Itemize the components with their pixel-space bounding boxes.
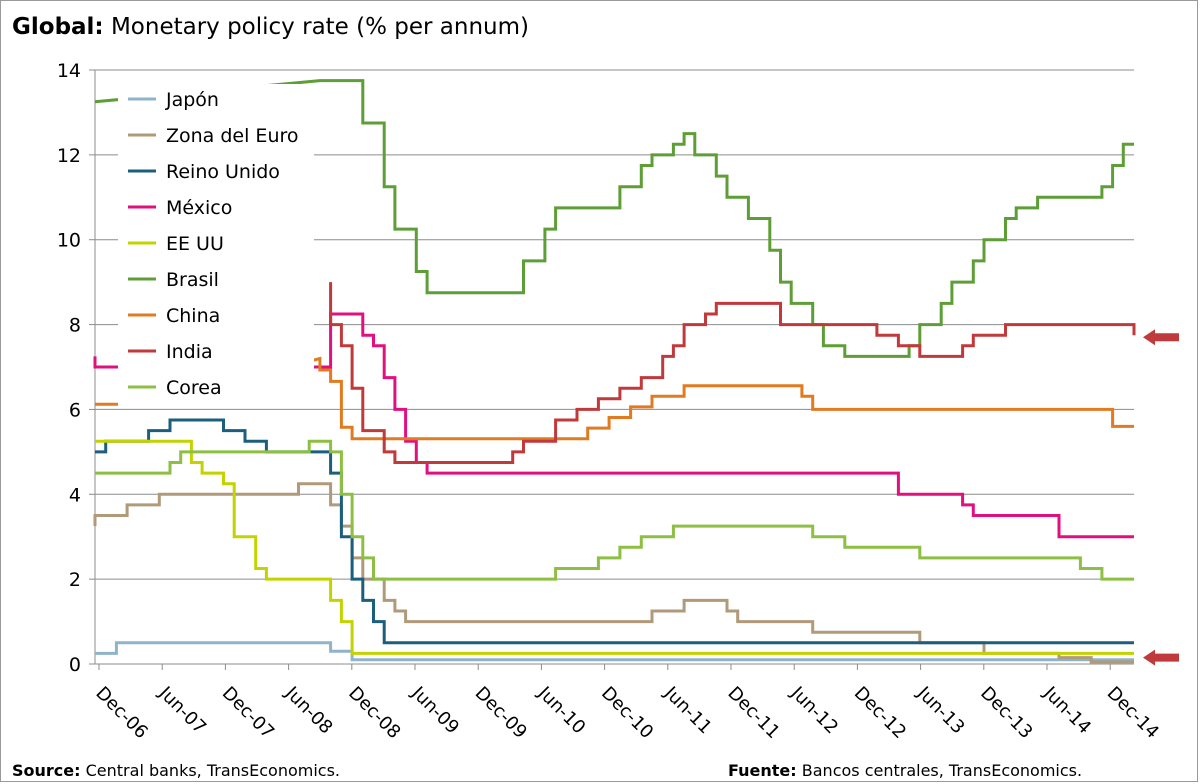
series-line bbox=[95, 641, 1134, 662]
y-tick-label: 10 bbox=[57, 230, 81, 252]
x-tick-label: Dec-13 bbox=[976, 683, 1036, 743]
legend-label: Reino Unido bbox=[166, 161, 280, 183]
footer-source: Source: Central banks, TransEconomics. bbox=[12, 761, 340, 780]
footer-fuente: Fuente: Bancos centrales, TransEconomics… bbox=[728, 761, 1082, 780]
y-tick-label: 4 bbox=[69, 484, 81, 506]
arrow-icon bbox=[1143, 649, 1179, 666]
value-arrows bbox=[1143, 329, 1179, 666]
y-tick-label: 0 bbox=[69, 654, 81, 676]
chart-title: Global: Monetary policy rate (% per annu… bbox=[12, 14, 529, 40]
legend-label: India bbox=[166, 341, 213, 363]
x-tick-label: Dec-09 bbox=[471, 683, 531, 743]
arrow-icon bbox=[1143, 329, 1179, 346]
legend-label: Brasil bbox=[166, 269, 219, 291]
series-lines bbox=[93, 79, 1136, 664]
legend-label: EE UU bbox=[166, 233, 224, 255]
footer-fuente-text: Bancos centrales, TransEconomics. bbox=[801, 761, 1083, 780]
x-tick-label: Jun-13 bbox=[912, 682, 968, 738]
footer-source-label: Source: bbox=[12, 761, 81, 780]
x-tick-label: Jun-09 bbox=[407, 682, 463, 738]
y-tick-label: 2 bbox=[69, 569, 81, 591]
series-line bbox=[95, 439, 1134, 581]
x-tick-label: Dec-11 bbox=[723, 683, 783, 743]
y-tick-labels: 0 2 4 6 8 10 12 14 bbox=[57, 60, 81, 676]
x-tick-label: Jun-08 bbox=[280, 682, 336, 738]
y-tick-label: 12 bbox=[57, 145, 81, 167]
x-tick-label: Jun-14 bbox=[1039, 682, 1095, 738]
series-line bbox=[95, 418, 1134, 645]
series-line bbox=[94, 79, 1134, 358]
legend-label: Zona del Euro bbox=[166, 125, 299, 147]
x-tick-label: Jun-12 bbox=[786, 682, 842, 738]
y-tick-label: 6 bbox=[69, 399, 81, 421]
x-tick-label: Dec-10 bbox=[597, 683, 657, 743]
legend-label: Japón bbox=[165, 89, 219, 111]
x-tick-label: Dec-06 bbox=[91, 683, 151, 743]
x-tick-label: Dec-14 bbox=[1103, 683, 1163, 743]
series-line bbox=[95, 439, 1134, 655]
footer-fuente-label: Fuente: bbox=[728, 761, 797, 780]
legend-label: Corea bbox=[166, 377, 222, 399]
legend-label: México bbox=[166, 197, 232, 219]
x-tick-label: Dec-07 bbox=[218, 683, 278, 743]
legend: Japón Zona del Euro Reino Unido México EE UU… bbox=[118, 84, 314, 406]
x-tick-label: Dec-12 bbox=[850, 683, 910, 743]
y-tick-label: 14 bbox=[57, 60, 81, 82]
legend-label: China bbox=[166, 305, 220, 327]
x-tick-label: Jun-07 bbox=[154, 682, 210, 738]
series-line bbox=[329, 282, 1136, 464]
series-line bbox=[93, 482, 1134, 664]
x-tick-label: Dec-08 bbox=[344, 683, 404, 743]
chart-title-text: Monetary policy rate (% per annum) bbox=[110, 14, 529, 40]
series-line bbox=[93, 312, 1134, 539]
series-line bbox=[95, 356, 1134, 441]
footer-source-text: Central banks, TransEconomics. bbox=[85, 761, 340, 780]
x-tick-label: Jun-11 bbox=[660, 682, 716, 738]
y-tick-label: 8 bbox=[69, 315, 81, 337]
x-tick-label: Jun-10 bbox=[533, 682, 589, 738]
x-tick-labels: Dec-06 Jun-07 Dec-07 Jun-08 Dec-08 Jun-09 Dec-… bbox=[91, 682, 1162, 743]
chart-title-bold: Global: bbox=[12, 14, 104, 40]
